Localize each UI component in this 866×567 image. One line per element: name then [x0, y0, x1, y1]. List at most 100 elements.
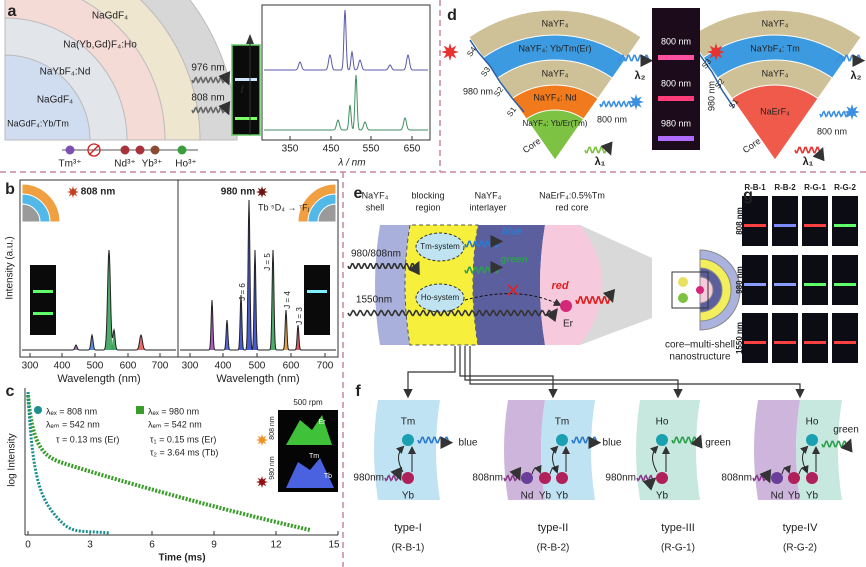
emission-label: λ₁: [595, 156, 606, 168]
sample-photo: [304, 265, 330, 335]
transfer-arrow: [531, 464, 542, 475]
system-label: Ho-system: [421, 293, 460, 302]
x-tick-label: 400: [54, 361, 71, 372]
inset-label: 980 nm: [269, 456, 276, 480]
cross-mark: [88, 144, 100, 156]
row-label: 808 nm: [735, 207, 744, 235]
layer-label: shell: [366, 202, 385, 212]
ion-dot: [402, 434, 414, 446]
laser-icon: [844, 104, 860, 120]
level-label: J = 3: [295, 307, 304, 325]
sample-photo: [772, 255, 798, 305]
panel-label: g: [743, 187, 753, 204]
x-tick-label: 550: [363, 144, 380, 155]
wave-arrow: [571, 436, 602, 449]
panel-label: a: [8, 3, 17, 20]
x-axis-label: Time (ms): [158, 553, 205, 564]
layer-label: NaErF₄:0.5%Tm: [539, 190, 605, 200]
sample-photo: [802, 196, 828, 246]
emission-glow: [774, 224, 796, 227]
x-tick-label: 12: [270, 540, 282, 551]
sample-photo: [231, 44, 261, 136]
spectrum-peak: [269, 250, 277, 350]
wave-arrow: [752, 469, 772, 484]
layer-label: blocking: [411, 190, 444, 200]
excitation-label: 808nm: [721, 473, 752, 484]
ion-dot: [120, 145, 130, 155]
wave-arrow: [575, 288, 616, 304]
x-axis-label: λ / nm: [337, 158, 365, 169]
inset-dot: [678, 277, 688, 287]
x-tick-label: 700: [317, 361, 334, 372]
wave-arrow: [464, 261, 504, 274]
system-oval: [415, 283, 465, 313]
spectrum: [264, 74, 428, 131]
emission-glow: [834, 283, 856, 286]
x-tick-label: 600: [283, 361, 300, 372]
emission-label: blue: [603, 438, 622, 449]
legend-text: τ = 0.13 ms (Er): [56, 434, 119, 444]
inset-label: 808 nm: [269, 416, 276, 440]
sample-label: (R-G-2): [783, 543, 817, 554]
column-label: R-B-1: [744, 183, 766, 192]
ion-label: Yb: [806, 491, 819, 502]
sample-photo: [772, 313, 798, 363]
row-label: 980 nm: [735, 266, 744, 294]
ion-dot: [806, 472, 818, 484]
laser-icon: [256, 434, 268, 446]
panel-label: c: [6, 383, 15, 400]
column-label: R-G-2: [834, 183, 856, 192]
spectrum: [180, 199, 336, 351]
panel-label: b: [5, 181, 15, 198]
laser-icon: [707, 43, 725, 61]
inset-label: Tb: [324, 473, 332, 480]
sample-label: (R-G-1): [661, 543, 695, 554]
laser-icon: [441, 43, 459, 61]
emission-glow: [235, 117, 257, 120]
spectrum-peak: [87, 335, 97, 350]
excitation-label: 1550nm: [356, 295, 392, 306]
ion-dot: [402, 472, 414, 484]
excitation-label: 980 nm: [463, 86, 493, 96]
caption: nanostructure: [669, 352, 731, 363]
ion-label: Yb³⁺: [142, 159, 163, 170]
shell-band: [541, 400, 595, 500]
ion-dot: [656, 434, 668, 446]
spectrum-peak: [223, 320, 231, 350]
axis-arrow: [246, 34, 254, 44]
spectrum-peak: [71, 345, 81, 350]
legend-text: λₑₓ = 980 nm: [148, 406, 199, 416]
emission-glow: [235, 78, 257, 81]
spectrum-peak: [282, 310, 290, 350]
ion-dot: [150, 145, 160, 155]
shell-band: [374, 400, 440, 500]
sample-photo: [832, 255, 858, 305]
shell-band: [754, 400, 800, 500]
column-label: R-B-2: [774, 183, 796, 192]
excitation-label: 800 nm: [597, 114, 627, 124]
legend-text: λₑₘ = 542 nm: [148, 419, 202, 429]
ion-label: Ho: [656, 417, 669, 428]
spectrum-peak: [109, 330, 119, 350]
ion-label: Tm³⁺: [58, 159, 81, 170]
inset-label: Er: [319, 419, 327, 426]
shell-band: [636, 400, 700, 500]
y-axis-label: log Intensity: [7, 433, 18, 486]
wave-arrow: [636, 474, 657, 491]
ion-dot: [539, 472, 551, 484]
x-tick-label: 3: [87, 540, 93, 551]
shell: [317, 203, 337, 223]
shell-layer: [375, 225, 410, 345]
row-label: 1550 nm: [735, 322, 744, 354]
shell: [525, 109, 585, 161]
system-label: Tm-system: [420, 242, 460, 251]
shell: [731, 84, 819, 161]
ion-label: Yb: [556, 491, 569, 502]
funnel: [580, 225, 652, 345]
excitation-label: 980 nm: [706, 81, 716, 111]
emission-glow: [834, 224, 856, 227]
type-label: type-III: [661, 522, 695, 534]
caption: core–multi-shell: [665, 340, 735, 351]
x-tick-label: 500: [249, 361, 266, 372]
